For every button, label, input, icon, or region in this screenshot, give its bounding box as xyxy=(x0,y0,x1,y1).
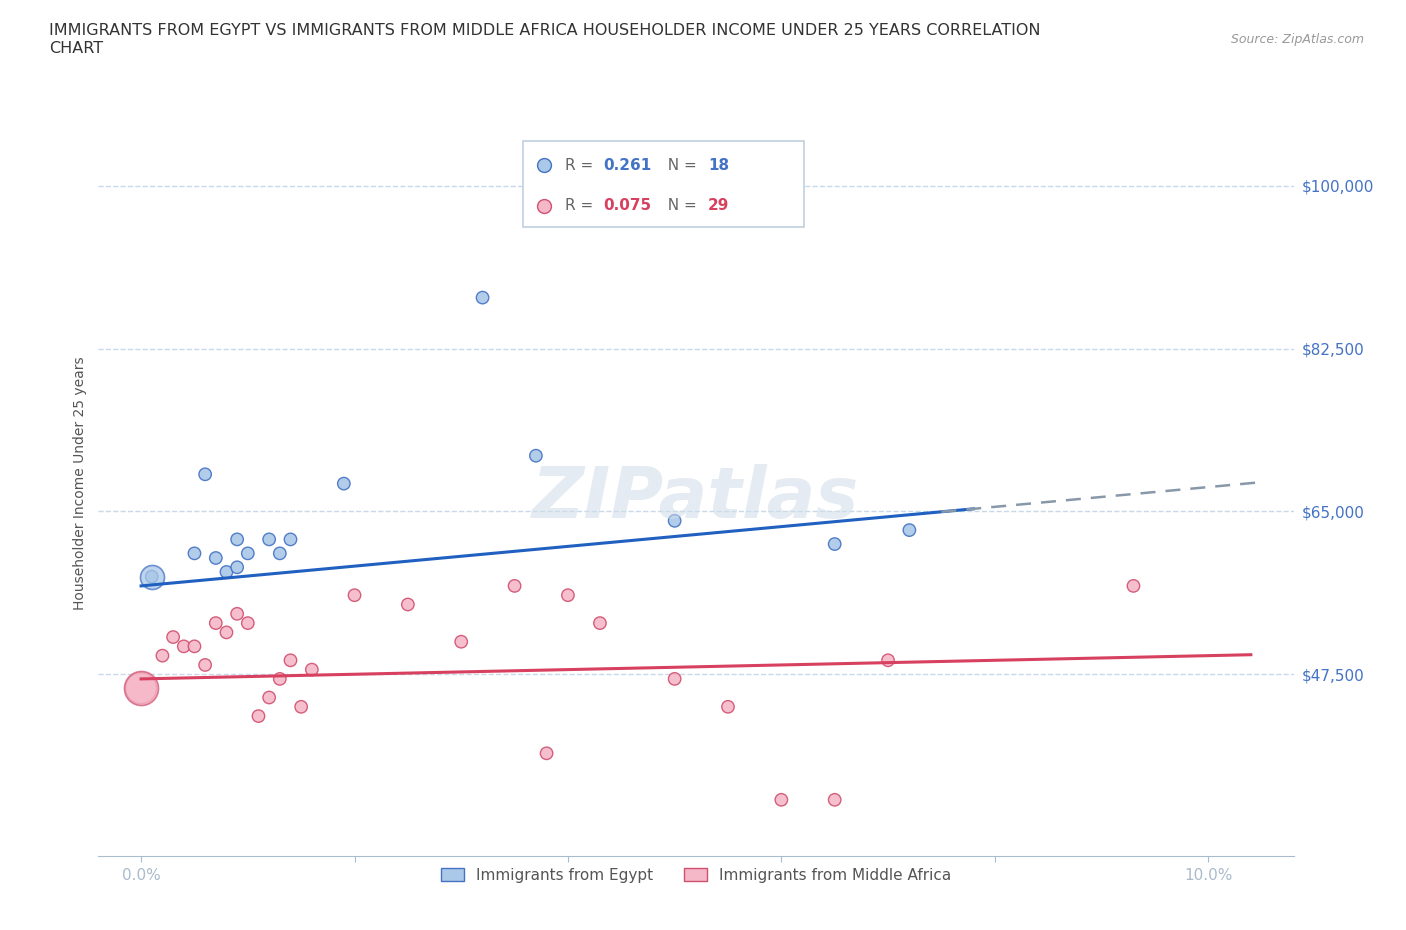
Point xyxy=(589,616,612,631)
Point xyxy=(226,606,249,621)
Point xyxy=(824,792,846,807)
Point xyxy=(536,746,558,761)
Point xyxy=(226,560,249,575)
Text: ZIPatlas: ZIPatlas xyxy=(533,464,859,533)
Point xyxy=(664,671,686,686)
Point xyxy=(343,588,366,603)
Point xyxy=(503,578,526,593)
Text: N =: N = xyxy=(658,198,702,213)
Point xyxy=(257,532,280,547)
Point xyxy=(257,690,280,705)
Point xyxy=(1122,578,1144,593)
Point xyxy=(236,546,259,561)
Point xyxy=(471,290,494,305)
Point xyxy=(770,792,793,807)
Legend: Immigrants from Egypt, Immigrants from Middle Africa: Immigrants from Egypt, Immigrants from M… xyxy=(434,861,957,889)
Point xyxy=(194,658,217,672)
Point xyxy=(204,551,226,565)
Point xyxy=(226,532,249,547)
Point xyxy=(664,513,686,528)
Point xyxy=(204,616,226,631)
Point xyxy=(877,653,900,668)
Point xyxy=(717,699,740,714)
Text: N =: N = xyxy=(658,158,702,173)
Point xyxy=(129,681,152,696)
Point xyxy=(247,709,270,724)
Point xyxy=(280,653,302,668)
Text: 29: 29 xyxy=(709,198,730,213)
Point xyxy=(557,588,579,603)
Point xyxy=(269,671,291,686)
Point xyxy=(129,681,152,696)
Point xyxy=(824,537,846,551)
Point xyxy=(183,546,205,561)
Point xyxy=(173,639,195,654)
FancyBboxPatch shape xyxy=(523,141,804,227)
Text: 0.075: 0.075 xyxy=(603,198,651,213)
Point xyxy=(194,467,217,482)
Point xyxy=(269,546,291,561)
Point xyxy=(141,569,163,584)
Text: Source: ZipAtlas.com: Source: ZipAtlas.com xyxy=(1230,33,1364,46)
Point xyxy=(162,630,184,644)
Text: R =: R = xyxy=(565,198,598,213)
Y-axis label: Householder Income Under 25 years: Householder Income Under 25 years xyxy=(73,357,87,610)
Point xyxy=(333,476,356,491)
Point xyxy=(141,569,163,584)
Point xyxy=(450,634,472,649)
Point xyxy=(215,625,238,640)
Text: 18: 18 xyxy=(709,158,730,173)
Point xyxy=(301,662,323,677)
Text: 0.261: 0.261 xyxy=(603,158,651,173)
Point xyxy=(280,532,302,547)
Point xyxy=(183,639,205,654)
Point xyxy=(152,648,174,663)
Point xyxy=(396,597,419,612)
Point xyxy=(215,565,238,579)
Point xyxy=(290,699,312,714)
Point xyxy=(524,448,547,463)
Text: IMMIGRANTS FROM EGYPT VS IMMIGRANTS FROM MIDDLE AFRICA HOUSEHOLDER INCOME UNDER : IMMIGRANTS FROM EGYPT VS IMMIGRANTS FROM… xyxy=(49,23,1040,56)
Point xyxy=(898,523,921,538)
Point xyxy=(236,616,259,631)
Text: R =: R = xyxy=(565,158,598,173)
